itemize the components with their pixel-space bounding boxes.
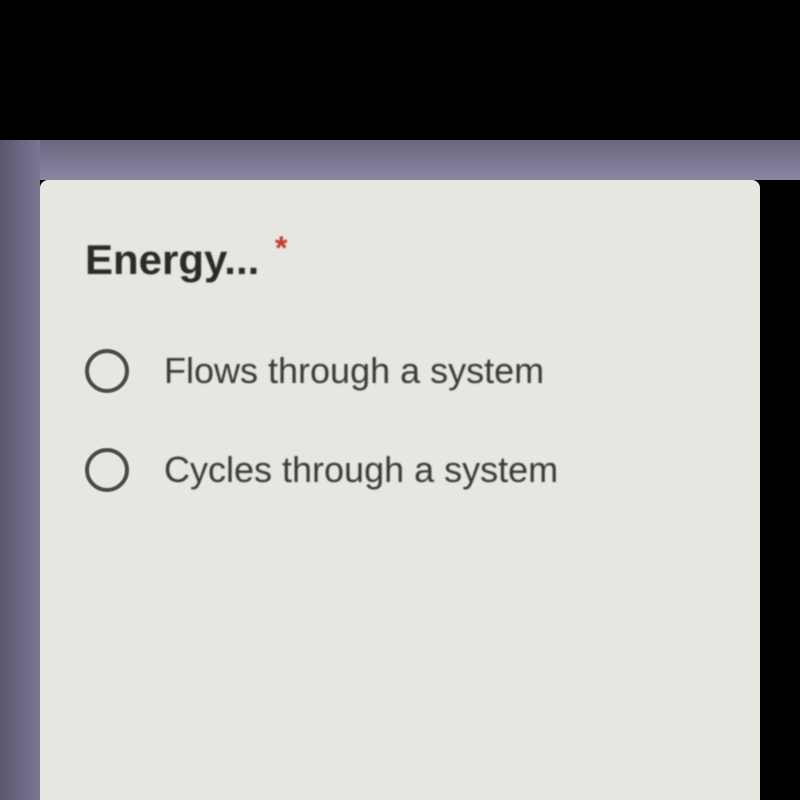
option-label: Flows through a system [164,350,544,392]
radio-option-flows[interactable]: Flows through a system [85,349,715,393]
radio-circle-icon [85,448,129,492]
option-label: Cycles through a system [164,449,558,491]
radio-circle-icon [85,349,129,393]
required-asterisk: * [275,230,287,266]
radio-option-cycles[interactable]: Cycles through a system [85,448,715,492]
question-card: Energy... * Flows through a system Cycle… [40,180,760,800]
left-accent-edge [0,140,40,800]
accent-border [0,140,800,180]
top-black-bar [0,0,800,140]
question-title: Energy... * [85,230,715,284]
question-text: Energy... [85,236,259,283]
